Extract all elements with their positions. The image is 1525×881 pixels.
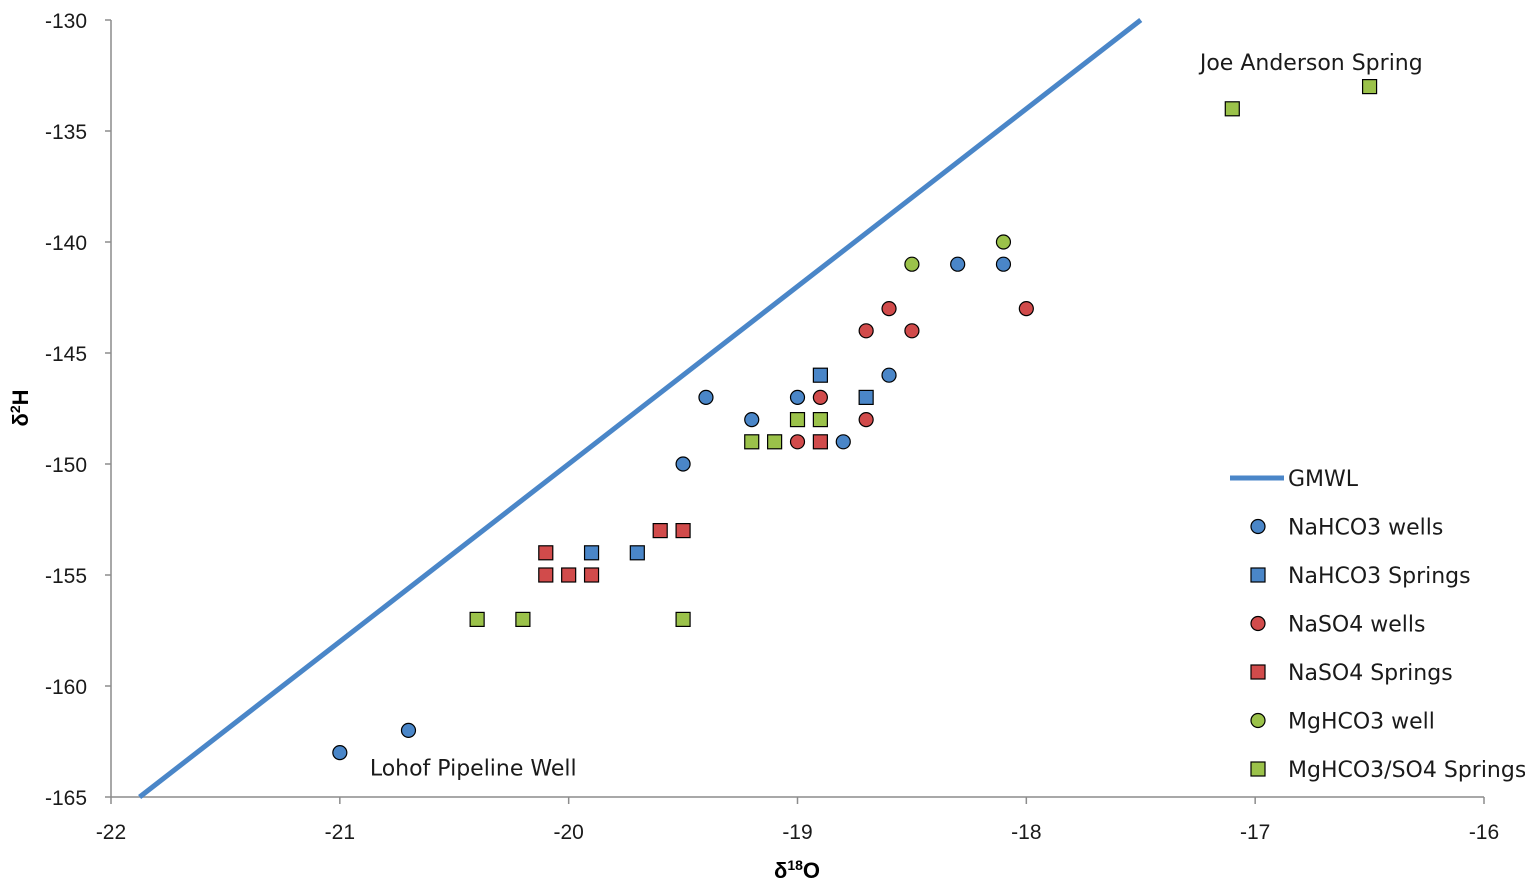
naso4-springs-point [538, 545, 554, 561]
mghco3-so4-springs-point [812, 412, 828, 428]
mghco3-well-point [995, 234, 1012, 250]
x-tick-label: -22 [96, 821, 126, 844]
y-tick-label: -155 [45, 565, 87, 588]
y-tick-label: -165 [45, 787, 87, 810]
legend: GMWL NaHCO3 wells NaHCO3 Springs NaSO4 well… [1230, 467, 1525, 783]
nahco3-wells-point [835, 434, 851, 450]
axes [105, 19, 1485, 804]
nahco3-wells-point [698, 389, 714, 405]
y-tick-label: -160 [45, 676, 87, 699]
y-tick-label: -135 [45, 121, 87, 144]
nahco3-wells-point [950, 256, 966, 272]
data-points [332, 78, 1378, 761]
y-axis-title: δ2H [7, 389, 33, 426]
annotations: Joe Anderson Spring Lohof Pipeline Well [370, 51, 1423, 782]
naso4-springs-point [561, 567, 577, 583]
naso4-springs-point [652, 522, 668, 539]
legend-label-mghco3-well: MgHCO3 well [1288, 710, 1435, 735]
x-tick-label: -20 [553, 821, 583, 844]
nahco3-wells-point [995, 256, 1012, 272]
naso4-wells-point [812, 389, 828, 405]
mghco3-so4-springs-point [515, 611, 531, 628]
nahco3-wells-point [400, 722, 417, 739]
naso4-wells-point [789, 434, 806, 450]
naso4-springs-point [812, 434, 828, 450]
legend-label-naso4-wells: NaSO4 wells [1288, 613, 1425, 638]
nahco3-springs-point [858, 389, 874, 405]
nahco3-springs-point [812, 367, 828, 383]
naso4-springs-point [538, 567, 554, 583]
legend-swatch-naso4-wells [1250, 615, 1266, 632]
legend-swatch-nahco3-wells [1250, 518, 1266, 535]
nahco3-springs-point [629, 545, 645, 561]
mghco3-so4-springs-point [789, 412, 806, 428]
x-tick-label: -17 [1240, 821, 1270, 844]
naso4-wells-point [904, 323, 920, 339]
mghco3-so4-springs-point [675, 611, 691, 628]
nahco3-wells-point [332, 744, 348, 761]
legend-swatch-nahco3-springs [1250, 567, 1266, 583]
mghco3-so4-springs-point [744, 434, 760, 450]
mghco3-so4-springs-point [1361, 78, 1378, 95]
tick-labels: -130 -135 -140 -145 -150 -155 -160 -165 -22 -21 -2… [45, 10, 1499, 844]
legend-label-naso4-springs: NaSO4 Springs [1288, 661, 1453, 686]
gmwl-layer [138, 18, 1143, 799]
naso4-wells-point [858, 412, 874, 428]
x-axis-title: δ18O [774, 857, 820, 881]
mghco3-well-point [904, 256, 920, 272]
y-tick-label: -150 [45, 454, 87, 477]
legend-swatch-mghco3-well [1250, 712, 1266, 729]
nahco3-wells-point [675, 456, 691, 472]
naso4-springs-point [583, 567, 600, 583]
x-tick-label: -18 [1011, 821, 1041, 844]
mghco3-so4-springs-point [469, 611, 485, 628]
nahco3-springs-point [583, 545, 600, 561]
x-tick-label: -21 [325, 821, 355, 844]
nahco3-wells-point [881, 367, 897, 383]
naso4-wells-point [1018, 301, 1034, 317]
legend-swatch-naso4-springs [1250, 664, 1266, 680]
y-tick-label: -130 [45, 10, 87, 33]
nahco3-wells-point [789, 389, 806, 405]
nahco3-wells-point [744, 412, 760, 428]
mghco3-so4-springs-point [1224, 101, 1240, 117]
naso4-wells-point [858, 323, 874, 339]
y-tick-label: -145 [45, 343, 87, 366]
annotation-joe-anderson-spring: Joe Anderson Spring [1198, 51, 1423, 76]
legend-label-nahco3-wells: NaHCO3 wells [1288, 516, 1443, 541]
x-tick-label: -16 [1469, 821, 1499, 844]
gmwl-line [138, 18, 1143, 799]
naso4-wells-point [881, 301, 897, 317]
x-tick-label: -19 [782, 821, 812, 844]
legend-label-nahco3-springs: NaHCO3 Springs [1288, 564, 1471, 589]
legend-label-gmwl: GMWL [1288, 467, 1359, 492]
naso4-springs-point [675, 522, 691, 539]
legend-swatch-mghco3-so4-springs [1250, 761, 1266, 777]
y-tick-label: -140 [45, 232, 87, 255]
mghco3-so4-springs-point [767, 434, 783, 450]
legend-label-mghco3-so4-springs: MgHCO3/SO4 Springs [1288, 758, 1525, 783]
annotation-lohof-pipeline-well: Lohof Pipeline Well [370, 757, 577, 782]
